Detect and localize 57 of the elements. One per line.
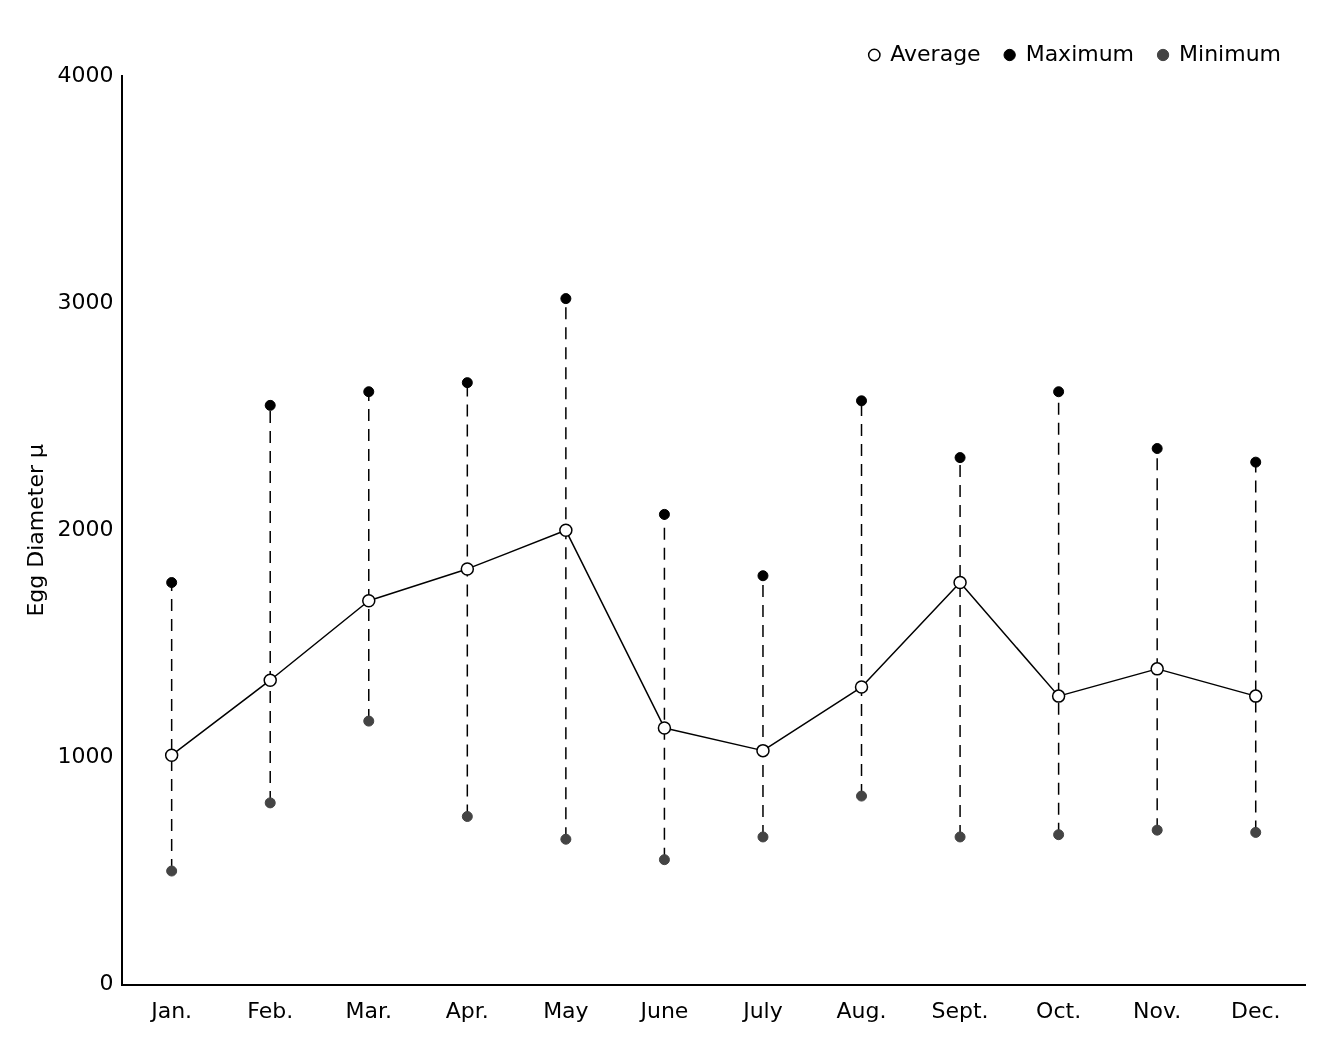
x-tick-label: Oct.: [1036, 997, 1082, 1023]
point: [362, 593, 376, 608]
point: [1151, 443, 1163, 455]
x-tick-label: Nov.: [1133, 997, 1182, 1023]
point: [658, 854, 670, 866]
point: [757, 831, 769, 843]
point: [658, 508, 670, 520]
x-tick-label: Sept.: [931, 997, 989, 1023]
x-tick-label: Aug.: [836, 997, 887, 1023]
x-tick-label: Dec.: [1230, 997, 1281, 1023]
point: [1053, 386, 1065, 398]
x-tick-label: June: [638, 997, 689, 1023]
point: [166, 865, 178, 877]
point: [954, 452, 966, 464]
point: [560, 833, 572, 845]
point: [559, 523, 573, 538]
point: [854, 680, 869, 694]
point: [263, 673, 277, 687]
y-axis-title: Egg Diameter μ: [22, 444, 48, 617]
x-tick-label: Jan.: [149, 997, 193, 1023]
point: [264, 797, 276, 809]
x-tick-label: Feb.: [247, 997, 294, 1023]
point: [1250, 456, 1262, 468]
point: [757, 570, 769, 582]
point: [1151, 824, 1163, 836]
point: [1051, 689, 1066, 703]
point: [1053, 829, 1065, 841]
y-tick-label: 2000: [57, 516, 114, 542]
y-tick-label: 3000: [57, 288, 114, 314]
legend-label: Maximum: [1025, 40, 1135, 66]
point: [1248, 689, 1263, 703]
point: [461, 377, 473, 389]
point: [460, 562, 475, 576]
point: [363, 715, 375, 727]
point: [756, 743, 770, 758]
point: [164, 748, 179, 762]
point: [856, 790, 868, 802]
point: [166, 577, 178, 589]
y-tick-label: 0: [99, 970, 114, 996]
point: [461, 811, 473, 823]
x-tick-label: Mar.: [345, 997, 393, 1023]
point: [953, 575, 967, 590]
legend-label: Average: [890, 40, 981, 66]
x-tick-label: July: [741, 997, 783, 1023]
point: [1250, 826, 1262, 838]
point: [363, 386, 375, 398]
point: [560, 293, 572, 305]
point: [856, 395, 868, 407]
point: [1150, 662, 1164, 676]
x-tick-label: Apr.: [445, 997, 489, 1023]
y-tick-label: 1000: [57, 743, 114, 769]
point: [954, 831, 966, 843]
point: [657, 721, 672, 735]
legend-label: Minimum: [1179, 40, 1282, 66]
y-tick-label: 4000: [57, 61, 114, 87]
point: [264, 399, 276, 411]
x-tick-label: May: [543, 997, 589, 1023]
